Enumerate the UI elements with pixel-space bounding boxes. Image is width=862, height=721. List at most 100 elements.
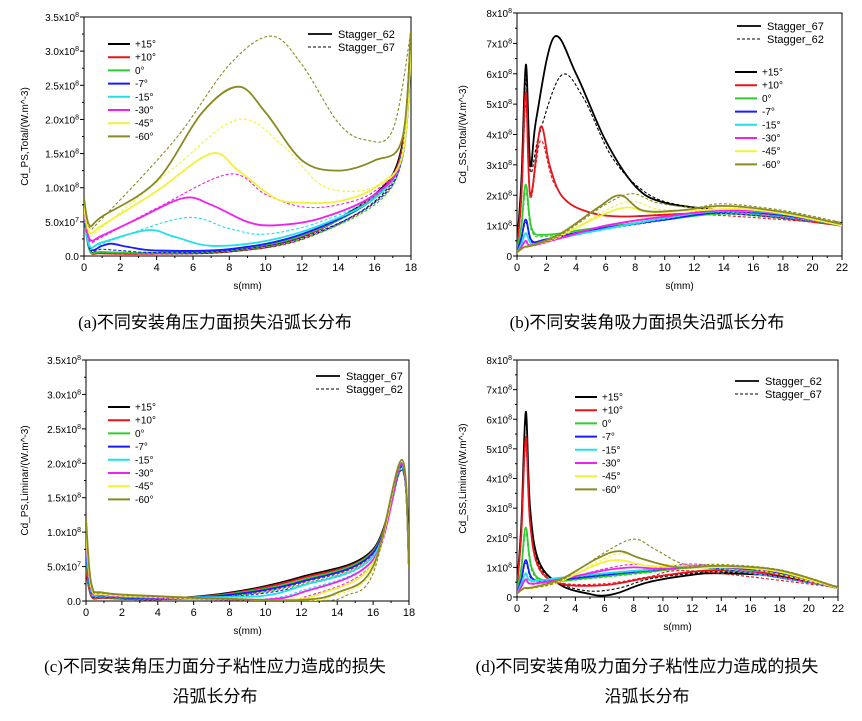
legend-label-d-6: -45° — [602, 472, 620, 483]
y-tick-label: 2.5x108 — [47, 424, 81, 436]
style-legend-label-c-1: Stagger_62 — [346, 384, 403, 396]
caption-d: (d)不同安装角吸力面分子粘性应力造成的损失 沿弧长分布 — [432, 652, 862, 712]
chart-panel-a: 0 2 4 6 8 10 12 14 16 18 0.0 5.0x107 1.0x108 1.5x108 2… — [20, 12, 417, 292]
caption-d-line-2: 沿弧长分布 — [604, 687, 690, 706]
y-tick-label: 3x108 — [486, 503, 512, 515]
x-tick-label: 12 — [686, 603, 698, 615]
legend-label-c-4: -15° — [135, 455, 153, 466]
y-tick-label: 3.5x108 — [45, 12, 79, 24]
legend-label-b-0: +15° — [762, 68, 783, 79]
legend-label-a-1: +10° — [135, 53, 156, 64]
x-tick-label: 16 — [367, 607, 379, 619]
legend-label-b-5: -30° — [762, 134, 780, 145]
series-line-d-15 — [517, 538, 838, 594]
y-tick-label: 3x108 — [486, 160, 512, 172]
caption-c: (c)不同安装角压力面分子粘性应力造成的损失 沿弧长分布 — [0, 652, 430, 712]
style-legend-label-d-0: Stagger_62 — [765, 376, 822, 388]
x-tick-label: 14 — [718, 262, 730, 274]
style-legend-label-b-1: Stagger_62 — [767, 34, 824, 46]
y-tick-label: 1x108 — [486, 562, 512, 574]
series-group — [84, 30, 411, 255]
legend-label-b-7: -60° — [762, 160, 780, 171]
x-tick-label: 12 — [688, 262, 700, 274]
x-tick-label: 18 — [774, 603, 786, 615]
caption-c-line-1: (c)不同安装角压力面分子粘性应力造成的损失 — [44, 657, 386, 676]
y-tick-label: 0 — [506, 252, 512, 263]
legend-label-a-7: -60° — [135, 132, 153, 143]
series-line-b-11 — [517, 210, 842, 254]
series-line-a-3 — [84, 57, 411, 255]
x-tick-label: 10 — [657, 603, 669, 615]
y-tick-label: 8x108 — [486, 355, 512, 367]
y-tick-label: 3.0x108 — [45, 46, 79, 58]
x-tick-label: 12 — [296, 262, 308, 274]
caption-a-line-1: (a)不同安装角压力面损失沿弧长分布 — [78, 313, 352, 332]
series-line-a-5 — [84, 64, 411, 255]
series-line-b-15 — [517, 193, 842, 253]
x-tick-label: 18 — [403, 607, 415, 619]
series-line-a-13 — [84, 51, 411, 237]
series-line-b-2 — [517, 91, 842, 247]
y-tick-label: 5.0x107 — [47, 562, 81, 574]
legend-label-d-0: +15° — [602, 393, 623, 404]
x-tick-label: 22 — [836, 262, 848, 274]
caption-c-line-2: 沿弧长分布 — [172, 687, 258, 706]
x-tick-label: 16 — [369, 262, 381, 274]
series-line-c-9 — [86, 466, 409, 600]
series-line-d-11 — [517, 563, 838, 595]
x-axis-label: s(mm) — [233, 626, 261, 637]
x-tick-label: 0 — [83, 607, 89, 619]
x-axis-label: s(mm) — [665, 281, 693, 292]
legend-label-b-3: -7° — [762, 107, 775, 118]
y-tick-label: 4x108 — [486, 130, 512, 142]
caption-d-line-1: (d)不同安装角吸力面分子粘性应力造成的损失 — [475, 657, 819, 676]
x-tick-label: 10 — [260, 262, 272, 274]
series-line-a-14 — [84, 30, 411, 228]
series-line-b-3 — [517, 103, 842, 248]
legend-label-d-3: -7° — [602, 432, 615, 443]
x-tick-label: 8 — [226, 262, 232, 274]
x-tick-label: 18 — [777, 262, 789, 274]
legend-label-b-2: 0° — [762, 94, 772, 105]
legend-label-b-6: -45° — [762, 147, 780, 158]
y-tick-label: 1.5x108 — [47, 493, 81, 505]
x-tick-label: 0 — [81, 262, 87, 274]
caption-b: (b)不同安装角吸力面损失沿弧长分布 — [432, 308, 862, 338]
y-tick-label: 2x108 — [486, 190, 512, 202]
series-line-d-1 — [517, 418, 838, 592]
legend-label-d-7: -60° — [602, 485, 620, 496]
x-tick-label: 6 — [603, 262, 609, 274]
series-line-a-10 — [84, 51, 411, 242]
y-tick-label: 1.0x108 — [47, 527, 81, 539]
legend-label-c-0: +15° — [135, 403, 156, 414]
chart-panel-b: 0 2 4 6 8 10 12 14 16 18 20 22 0 1x108 2x108 3x108 4x108… — [458, 8, 848, 292]
x-tick-label: 4 — [573, 262, 579, 274]
legend-label-d-2: 0° — [602, 419, 612, 430]
y-axis-label: Cd_SS,Total/(W.m^-3) — [458, 85, 469, 184]
y-tick-label: 3.0x108 — [47, 389, 81, 401]
y-tick-label: 3.5x108 — [47, 355, 81, 367]
x-tick-label: 4 — [572, 603, 578, 615]
series-group — [517, 35, 842, 254]
series-line-d-2 — [517, 436, 838, 589]
legend-label-c-6: -45° — [135, 482, 153, 493]
y-tick-label: 0.0 — [67, 597, 81, 608]
x-tick-label: 0 — [514, 262, 520, 274]
y-tick-label: 2.0x108 — [45, 114, 79, 126]
legend-label-d-1: +10° — [602, 406, 623, 417]
style-legend-label-b-0: Stagger_67 — [767, 21, 824, 33]
x-tick-label: 20 — [806, 262, 818, 274]
legend-label-c-2: 0° — [135, 429, 145, 440]
legend-label-d-4: -15° — [602, 445, 620, 456]
chart-panel-d: 0 2 4 6 8 10 12 14 16 18 20 22 0 1x108 2x108 3x108 4x108… — [458, 355, 844, 633]
x-tick-label: 2 — [117, 262, 123, 274]
legend-label-a-6: -45° — [135, 119, 153, 130]
y-tick-label: 1.0x108 — [45, 183, 79, 195]
y-tick-label: 4x108 — [486, 474, 512, 486]
x-tick-label: 2 — [543, 603, 549, 615]
series-line-c-7 — [86, 469, 409, 600]
legend-label-a-3: -7° — [135, 79, 148, 90]
chart-panel-c: 0 2 4 6 8 10 12 14 16 18 0.0 5.0x107 1.0x108 1.5x108 2… — [20, 355, 415, 637]
x-tick-label: 4 — [154, 262, 160, 274]
